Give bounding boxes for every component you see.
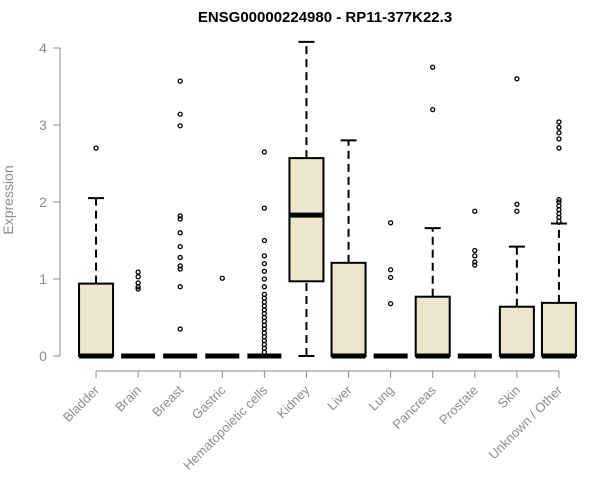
- box-skin: [498, 76, 535, 359]
- y-axis: 0 1 2 3 4: [39, 40, 61, 364]
- y-tick-label: 0: [39, 348, 47, 364]
- outlier-point: [514, 208, 520, 214]
- x-tick-label: Unknown / Other: [485, 382, 565, 462]
- outlier-point: [261, 149, 268, 155]
- x-tick-label: Breast: [149, 382, 186, 419]
- outlier-point: [472, 208, 478, 214]
- outlier-point: [177, 263, 183, 269]
- outlier-point: [556, 145, 562, 151]
- outlier-point: [472, 259, 478, 265]
- box-rect: [288, 157, 325, 283]
- box-lung: [373, 220, 408, 359]
- outlier-point: [514, 201, 520, 207]
- boxes-group: [78, 40, 577, 359]
- outlier-point: [514, 76, 520, 82]
- x-tick-label: Prostate: [436, 383, 481, 428]
- box-unknown-other: [540, 119, 577, 359]
- outlier-point: [556, 199, 562, 205]
- box-rect: [540, 301, 577, 357]
- outlier-point: [387, 274, 394, 281]
- outlier-point: [387, 300, 394, 307]
- outlier-point: [556, 136, 562, 142]
- outlier-point: [261, 253, 268, 259]
- box-rect: [498, 305, 535, 357]
- outlier-point: [556, 119, 562, 125]
- y-tick-label: 4: [39, 40, 47, 56]
- x-tick-label: Brain: [112, 383, 144, 415]
- x-tick-label: Lung: [366, 383, 397, 414]
- outlier-point: [261, 284, 268, 290]
- outlier-point: [135, 269, 141, 275]
- outlier-point: [135, 274, 141, 280]
- outlier-point: [177, 78, 183, 84]
- outlier-point: [177, 216, 183, 222]
- outlier-point: [177, 326, 183, 332]
- y-tick-label: 2: [39, 194, 47, 210]
- outlier-point: [261, 260, 268, 267]
- outlier-point: [177, 266, 183, 272]
- outlier-point: [387, 220, 394, 226]
- x-tick-label: Skin: [495, 383, 523, 411]
- outlier-point: [472, 247, 478, 254]
- outlier-point: [556, 130, 562, 136]
- x-tick-label: Gastric: [189, 382, 229, 422]
- outlier-point: [177, 230, 183, 236]
- outlier-point: [135, 286, 141, 292]
- chart-title: ENSG00000224980 - RP11-377K22.3: [198, 9, 452, 26]
- outlier-point: [177, 284, 183, 290]
- x-tick-label: Kidney: [274, 382, 313, 421]
- outlier-point: [261, 237, 268, 244]
- outlier-point: [430, 106, 436, 113]
- box-rect: [414, 295, 451, 357]
- box-breast: [163, 78, 198, 359]
- outlier-point: [556, 197, 562, 203]
- outlier-point: [472, 253, 478, 259]
- box-brain: [121, 269, 156, 359]
- outlier-point: [261, 276, 268, 282]
- box-liver: [330, 139, 367, 359]
- outlier-point: [177, 213, 183, 219]
- box-bladder: [78, 145, 115, 359]
- box-prostate: [457, 208, 492, 359]
- outlier-point: [135, 280, 141, 286]
- y-tick-label: 1: [39, 271, 47, 287]
- box-kidney: [288, 40, 325, 357]
- outlier-point: [93, 145, 99, 151]
- outlier-point: [177, 123, 183, 129]
- outlier-point: [387, 267, 394, 273]
- outlier-point: [261, 291, 268, 298]
- outlier-point: [219, 275, 225, 281]
- outlier-point: [556, 124, 562, 130]
- box-gastric: [205, 275, 240, 359]
- box-rect: [330, 261, 367, 357]
- outlier-point: [177, 244, 183, 250]
- y-tick-label: 3: [39, 117, 47, 133]
- y-axis-label: Expression: [0, 165, 16, 234]
- outlier-point: [261, 268, 268, 274]
- x-tick-label: Bladder: [60, 382, 103, 425]
- outlier-point: [177, 111, 183, 117]
- outlier-point: [472, 262, 478, 268]
- outlier-point: [177, 254, 183, 261]
- outlier-point: [430, 64, 436, 70]
- x-tick-label: Pancreas: [389, 382, 439, 432]
- x-tick-label: Liver: [324, 382, 355, 413]
- box-hematopoietic-cells: [247, 149, 282, 359]
- box-rect: [78, 282, 115, 357]
- box-pancreas: [414, 64, 451, 359]
- outlier-point: [261, 205, 268, 211]
